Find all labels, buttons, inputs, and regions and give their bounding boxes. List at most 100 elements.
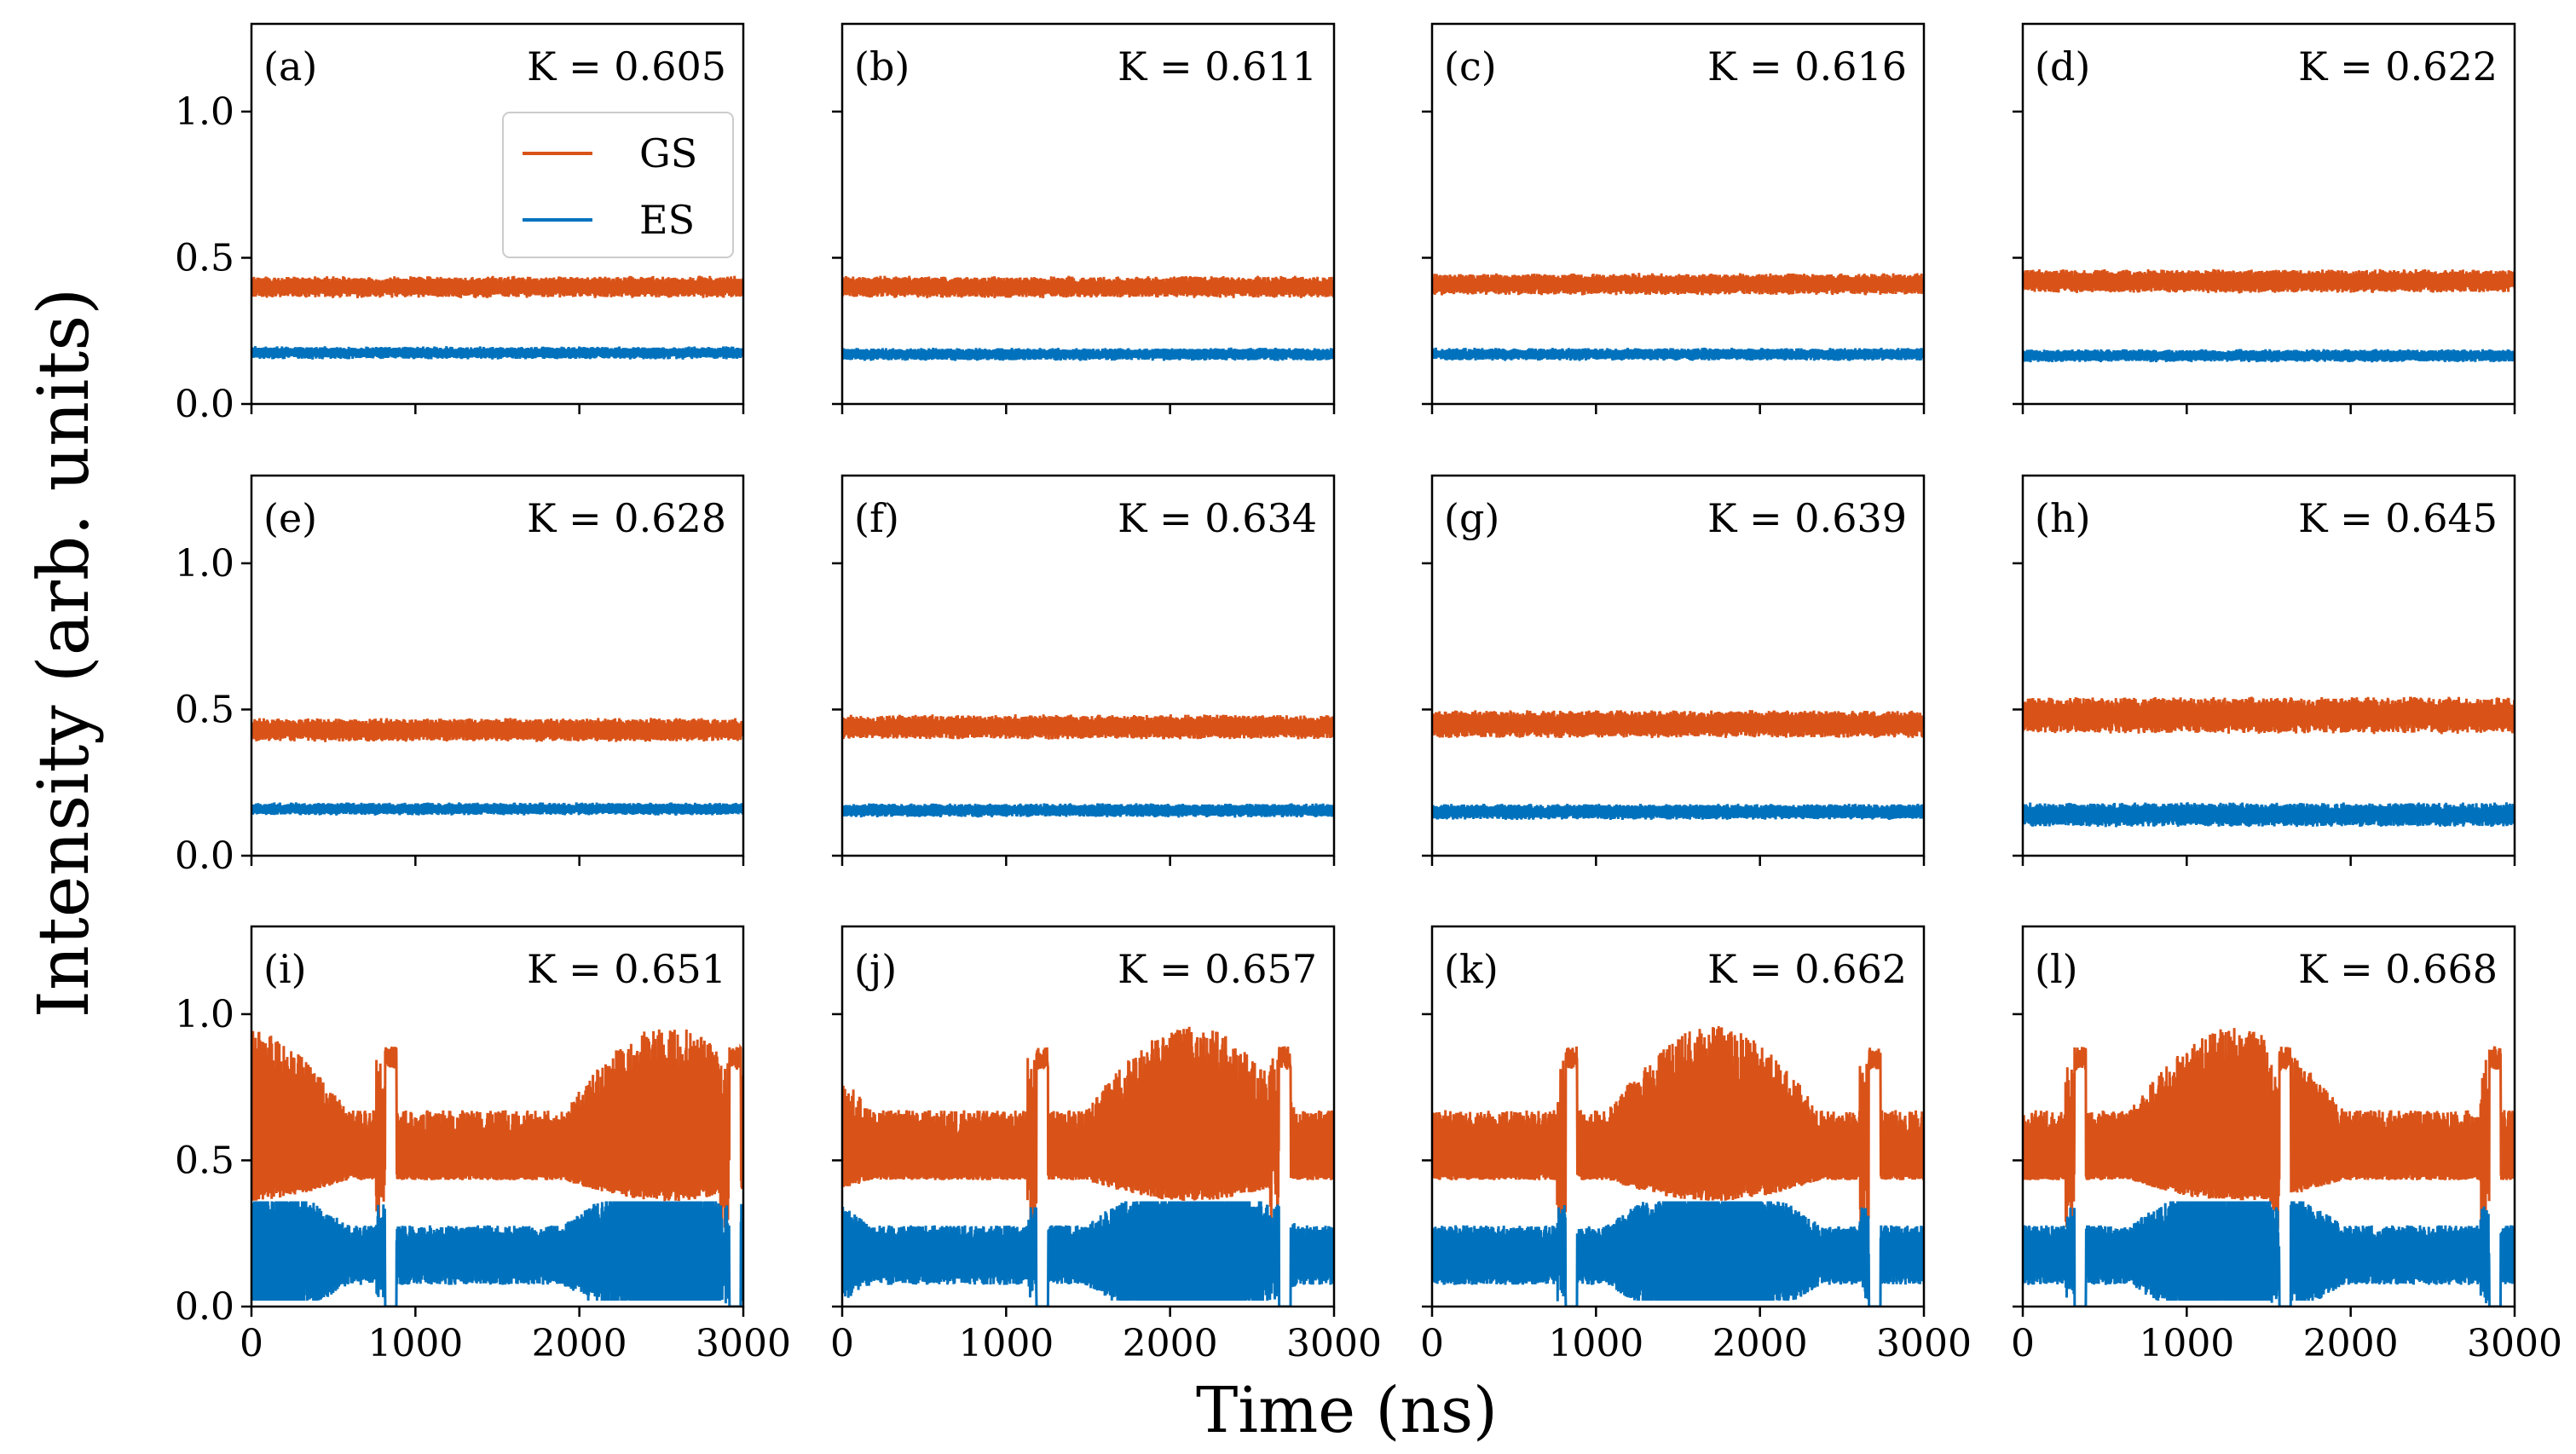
series-gs-line (251, 275, 743, 298)
series-es-line (842, 1201, 1334, 1307)
x-tick-label: 0 (2011, 1322, 2035, 1365)
legend: GS ES (502, 112, 734, 258)
y-tick-label: 0.0 (175, 383, 234, 426)
plot-area (251, 275, 743, 360)
panel-frame (1430, 22, 1926, 406)
panel-h: (h) K = 0.645 (2013, 474, 2516, 866)
panel-l: 0 1000 2000 3000 (l) K = 0.668 (2011, 925, 2562, 1365)
y-axis-label: Intensity (arb. units) (24, 288, 105, 1018)
panel-tag: (d) (2035, 43, 2090, 89)
x-tick-label: 3000 (1876, 1322, 1972, 1365)
plot-area (2023, 268, 2515, 363)
plot-area (842, 714, 1334, 818)
panel-k-value: K = 0.651 (527, 946, 726, 992)
series-es-line (1432, 803, 1924, 820)
y-tick-label: 1.0 (175, 90, 234, 134)
legend-label-gs: GS (639, 130, 697, 176)
panel-tag: (i) (263, 946, 307, 992)
series-es-line (842, 803, 1334, 818)
x-tick-label: 0 (1420, 1322, 1444, 1365)
panel-tag: (h) (2035, 495, 2091, 541)
panel-k-value: K = 0.634 (1118, 495, 1317, 541)
panel-tag: (l) (2035, 946, 2078, 992)
series-gs-line (251, 718, 743, 742)
panel-frame (250, 474, 745, 857)
panel-c: (c) K = 0.616 (1422, 22, 1926, 414)
series-gs-line (842, 275, 1334, 298)
series-es-line (842, 347, 1334, 361)
x-tick-label: 1000 (958, 1322, 1054, 1365)
panel-frame (2021, 474, 2516, 857)
panel-tag: (j) (854, 946, 897, 992)
x-tick-label: 2000 (532, 1322, 627, 1365)
panel-k-value: K = 0.639 (1707, 495, 1907, 541)
series-gs-line (1432, 1025, 1924, 1230)
panel-frame (2021, 925, 2516, 1308)
y-tick-label: 0.0 (175, 1285, 234, 1329)
panel-k-value: K = 0.616 (1707, 43, 1907, 89)
panel-k-value: K = 0.605 (527, 43, 726, 89)
panel-frame (250, 925, 745, 1308)
series-gs-line (1432, 273, 1924, 296)
panel-k-value: K = 0.611 (1118, 43, 1317, 89)
panel-tag: (a) (263, 43, 317, 89)
plot-area (251, 718, 743, 816)
series-es-line (1432, 347, 1924, 361)
x-tick-label: 0 (240, 1322, 263, 1365)
plot-area (1432, 710, 1924, 820)
x-tick-label: 1000 (2139, 1322, 2234, 1365)
panel-frame (840, 22, 1336, 406)
panel-frame (840, 474, 1336, 857)
x-tick-label: 2000 (1123, 1322, 1218, 1365)
panel-k-value: K = 0.628 (527, 495, 726, 541)
y-tick-label: 0.5 (175, 236, 234, 280)
panel-tag: (g) (1444, 495, 1499, 541)
panel-i: 0 1000 2000 3000 0.0 0.5 1.0 (i) K = 0.651 (175, 925, 791, 1365)
y-tick-label: 1.0 (175, 542, 234, 586)
series-gs-line (2023, 268, 2515, 294)
panel-d: (d) K = 0.622 (2013, 22, 2516, 414)
panel-k-value: K = 0.668 (2298, 946, 2498, 992)
series-es-line (251, 346, 743, 360)
panel-k-value: K = 0.662 (1707, 946, 1907, 992)
plot-area (2023, 696, 2515, 828)
panel-k-value: K = 0.622 (2298, 43, 2498, 89)
legend-label-es: ES (639, 197, 695, 243)
panel-tag: (e) (263, 495, 317, 541)
series-gs-line (2023, 696, 2515, 735)
y-tick-label: 1.0 (175, 993, 234, 1036)
panel-frame (840, 925, 1336, 1308)
plot-area (842, 1026, 1334, 1307)
panel-k-value: K = 0.657 (1118, 946, 1317, 992)
y-tick-label: 0.5 (175, 1139, 234, 1182)
x-tick-label: 3000 (696, 1322, 791, 1365)
series-es-line (2023, 802, 2515, 828)
panel-g: (g) K = 0.639 (1422, 474, 1926, 866)
panel-tag: (f) (854, 495, 899, 541)
series-gs-line (2023, 1028, 2515, 1232)
series-gs-line (842, 714, 1334, 740)
x-tick-label: 0 (830, 1322, 854, 1365)
panel-tag: (b) (854, 43, 910, 89)
x-tick-label: 3000 (1286, 1322, 1382, 1365)
x-tick-label: 1000 (1548, 1322, 1643, 1365)
panel-j: 0 1000 2000 3000 (j) K = 0.657 (830, 925, 1382, 1365)
x-tick-label: 1000 (367, 1322, 463, 1365)
y-tick-label: 0.0 (175, 834, 234, 878)
panel-f: (f) K = 0.634 (832, 474, 1336, 866)
legend-box (502, 112, 734, 258)
panel-frame (1430, 925, 1926, 1308)
panel-tag: (c) (1444, 43, 1497, 89)
x-tick-label: 2000 (2303, 1322, 2399, 1365)
series-gs-line (1432, 710, 1924, 739)
panel-tag: (k) (1444, 946, 1499, 992)
series-es-line (251, 802, 743, 816)
panel-frame (1430, 474, 1926, 857)
plot-area (2023, 1028, 2515, 1307)
series-gs-line (842, 1026, 1334, 1232)
series-es-line (2023, 1201, 2515, 1307)
y-tick-label: 0.5 (175, 688, 234, 731)
series-gs-line (251, 1029, 743, 1231)
panel-b: (b) K = 0.611 (832, 22, 1336, 414)
